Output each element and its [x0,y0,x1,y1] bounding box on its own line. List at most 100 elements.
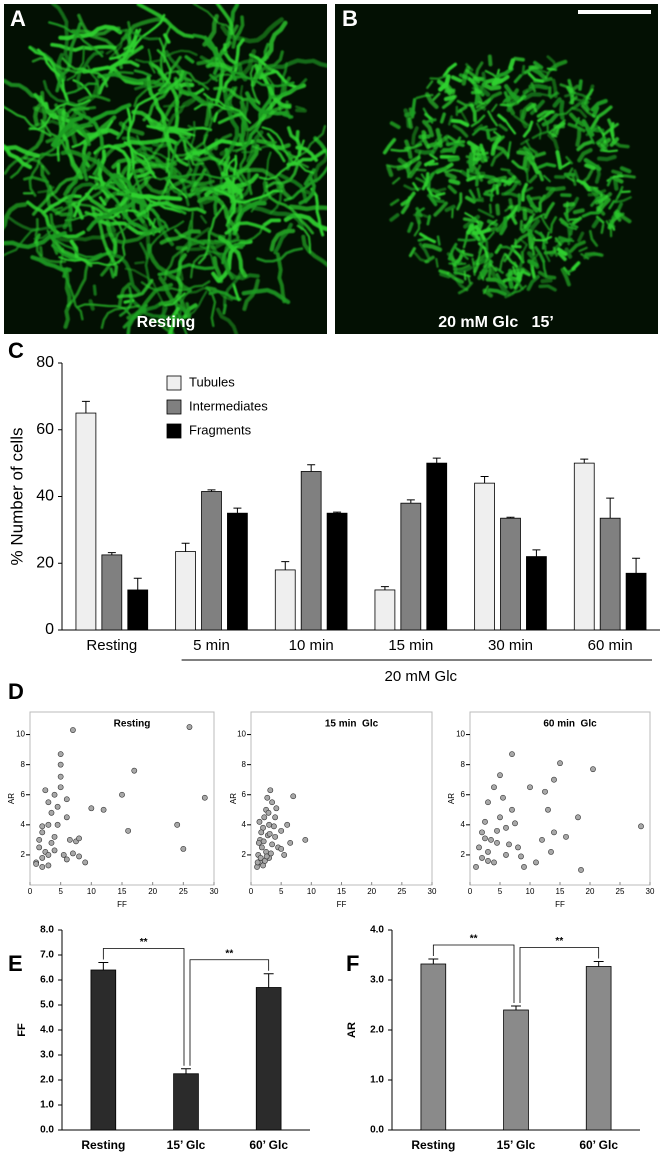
mitochondrion [495,67,514,79]
point [548,849,554,855]
mitochondrion [169,127,201,157]
mitochondrion [543,174,551,183]
point [70,727,76,733]
y-tick-label: 8.0 [40,925,54,936]
mitochondrion [39,245,44,257]
point [494,827,500,834]
mitochondrion [573,169,580,180]
mitochondrion [557,251,567,262]
mitochondrion [565,175,575,182]
point [638,823,644,830]
mitochondrion [489,183,496,202]
mitochondrion [33,92,42,103]
bar [201,491,222,631]
point [254,859,261,866]
mitochondrion [88,299,95,311]
x-axis-label: FF [555,900,565,909]
mitochondrion [597,154,617,162]
mitochondrion [544,69,552,79]
mitochondrion [477,269,486,281]
mitochondrion [238,133,253,196]
point [268,850,274,857]
mitochondrion [466,274,472,284]
mitochondrion [609,122,615,141]
mitochondrion [422,243,443,252]
mitochondrion [448,115,453,126]
mitochondrion [438,269,450,275]
y-tick-label: 10 [237,730,246,739]
mitochondrion [552,97,562,108]
bar [127,589,149,631]
panel-label: D [8,679,24,704]
point [76,835,82,842]
point [266,830,273,837]
mitochondrion [447,135,466,144]
mitochondrion [418,232,437,244]
mitochondrion [37,186,55,194]
mitochondrion [163,33,171,44]
mitochondrion [404,110,416,118]
mitochondrion [225,156,238,194]
mitochondrion [427,172,435,191]
mitochondrion [584,163,596,171]
mitochondrion [119,286,133,317]
mitochondrion [28,46,70,106]
mitochondrion [575,126,582,147]
mitochondrion [508,198,516,218]
mitochondrion [522,120,534,138]
mitochondrion [448,262,467,266]
point [39,829,46,836]
mitochondrion [492,144,510,158]
mitochondrion [614,196,632,204]
x-tick-label: 15 [118,887,127,896]
mitochondrion [529,213,546,224]
point [51,847,58,854]
point [54,803,61,810]
mitochondrion [435,257,439,268]
mitochondrion [477,208,495,219]
mitochondrion [490,151,503,167]
mitochondrion [446,271,464,284]
point [174,821,181,828]
legend-swatch [166,399,182,415]
point [485,799,491,806]
mitochondrion [608,219,616,228]
mitochondrion [266,132,286,163]
error-bar [532,549,541,557]
mitochondrion [4,145,41,158]
bar [573,462,595,631]
mitochondrion [463,270,467,281]
mitochondrion [97,60,140,95]
mitochondrion [454,246,469,260]
error-bar [333,511,342,514]
mitochondrion [121,45,144,64]
mitochondrion [139,241,151,283]
mitochondrion [432,92,441,101]
mitochondrion [60,108,84,180]
mitochondrion [509,276,524,291]
point [48,809,55,816]
mitochondrion [58,256,122,266]
point [506,841,512,848]
legend-swatch [166,423,182,439]
mitochondrion [4,202,28,230]
point [42,787,49,794]
point [479,855,485,861]
mitochondrion [531,130,549,140]
bar [426,462,448,631]
mitochondrion [559,83,576,94]
mitochondrion [533,60,544,70]
mitochondrion [489,263,498,272]
mitochondrion [450,118,470,128]
mitochondrion [269,78,308,99]
point [485,849,491,855]
mitochondrion [105,247,141,294]
error-bar [207,489,216,492]
point [57,751,64,758]
y-tick-label: 6.0 [40,975,54,986]
mitochondrion [414,148,435,155]
mitochondrion [452,264,471,271]
bar [101,554,123,631]
mitochondrion [521,182,529,202]
